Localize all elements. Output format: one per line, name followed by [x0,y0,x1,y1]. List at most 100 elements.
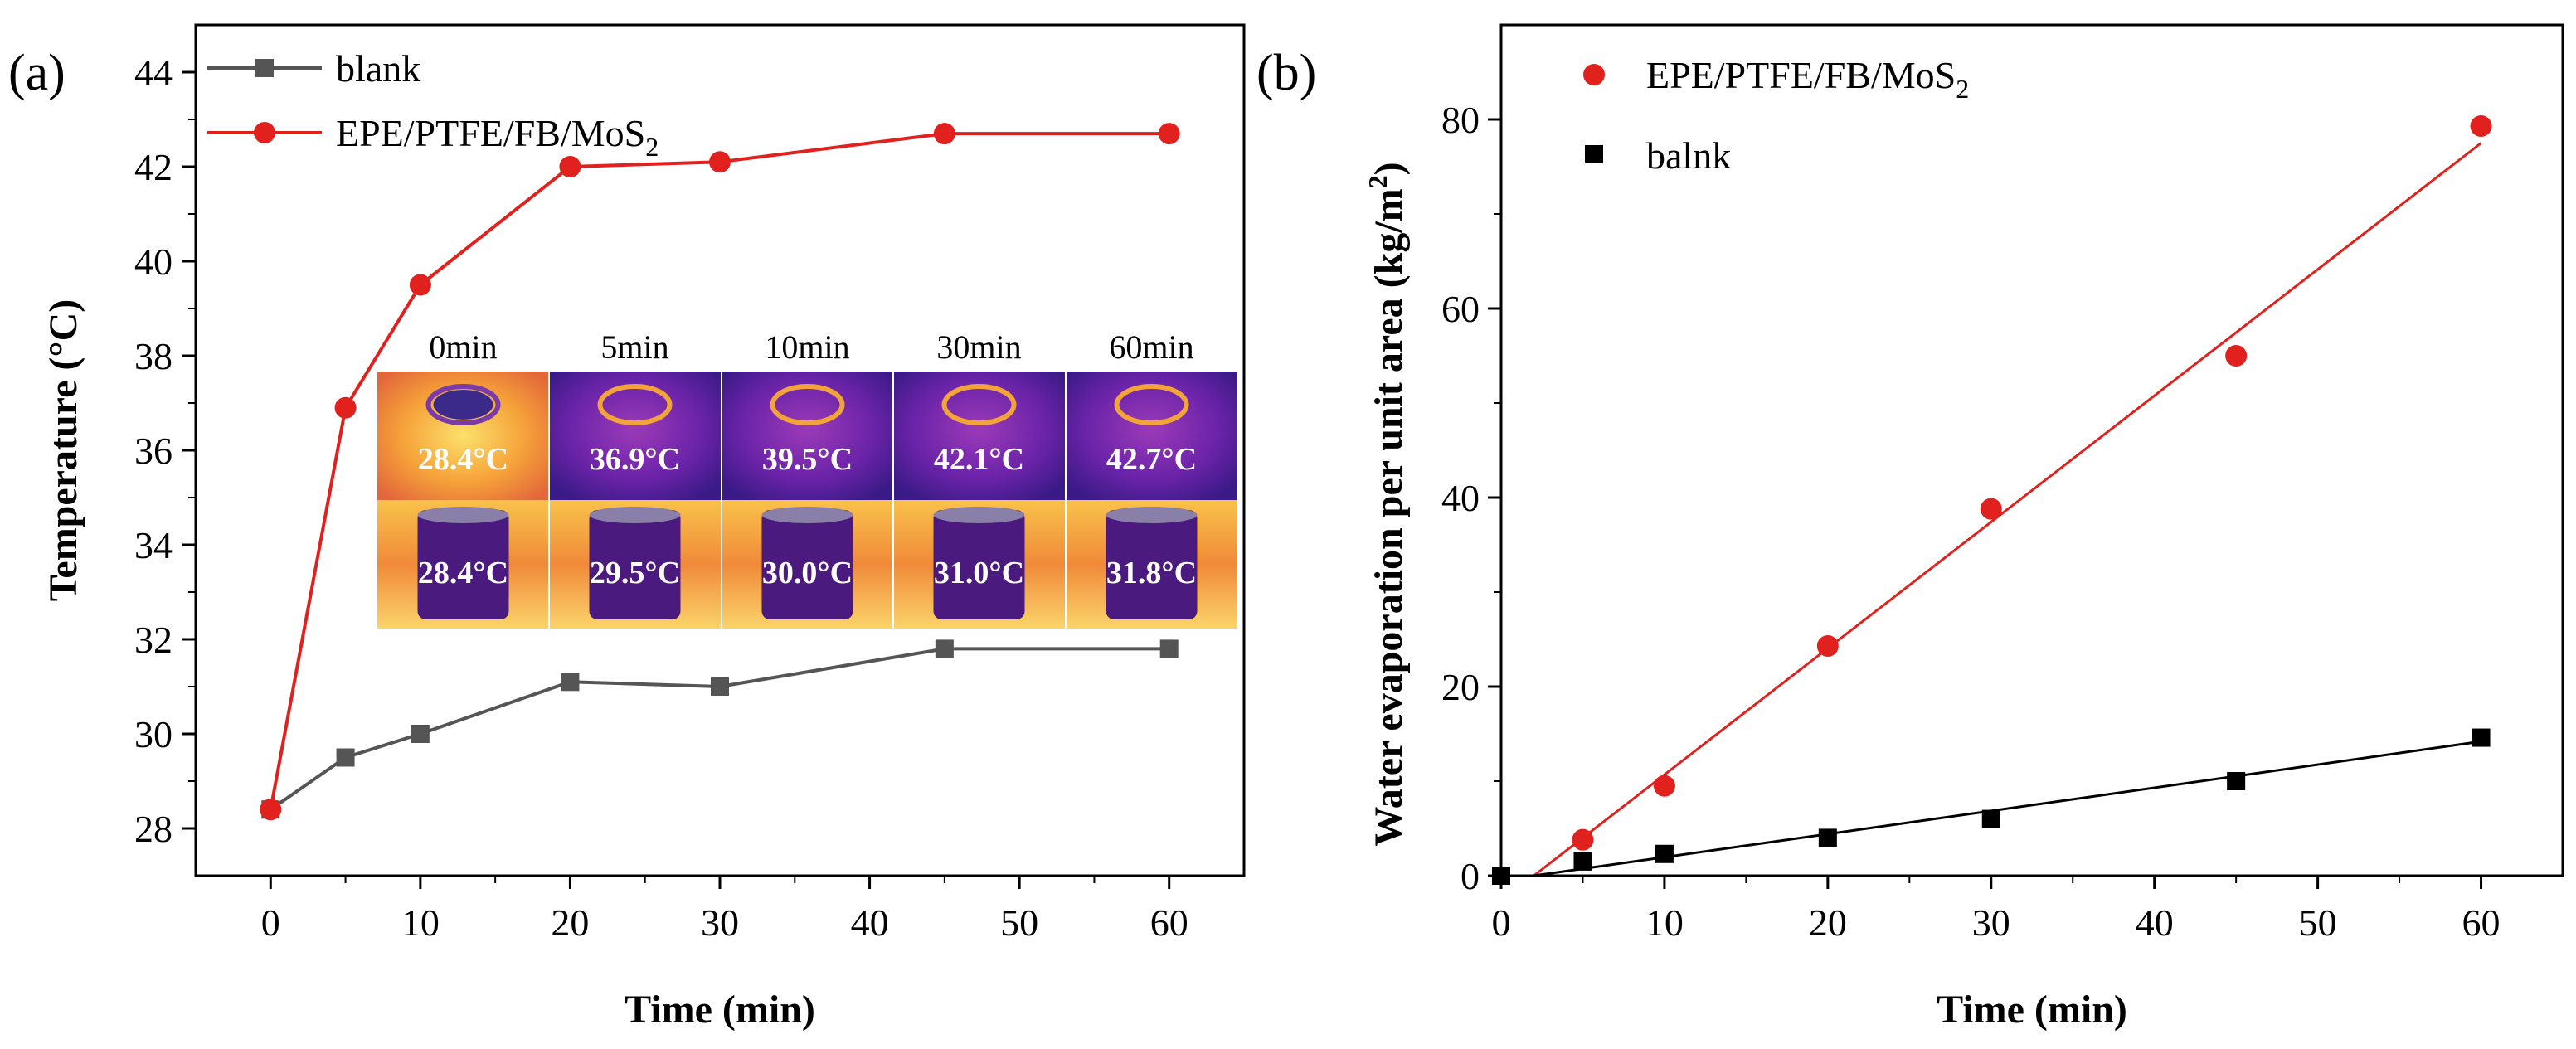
thermal-cup-rim [941,384,1017,425]
data-point-blank [561,673,580,692]
x-tick-label: 30 [701,901,739,944]
y-tick-label: 36 [134,430,173,472]
thermal-top-temp: 28.4°C [418,442,508,477]
data-point-blank [2472,728,2491,747]
data-point-mos2 [1158,123,1180,145]
data-point-mos2 [409,274,431,296]
data-point-mos2 [1980,498,2002,520]
panel-a-x-axis-title: Time (min) [625,988,815,1032]
legend-b-mos2-marker [1583,64,1605,85]
x-tick-label: 0 [261,901,280,944]
thermal-bottom-temp: 28.4°C [418,556,508,590]
data-point-blank [336,748,355,767]
panel-b-x-ticks: 0 10 20 30 40 50 60 [1492,876,2501,944]
x-tick-label: 10 [401,901,440,944]
inset-time-label: 10min [765,328,849,366]
data-point-blank [711,677,729,696]
inset-time-label: 60min [1109,328,1193,366]
x-tick-label: 60 [2462,901,2501,944]
x-tick-label: 20 [1809,901,1847,944]
thermal-top-image [722,372,893,500]
x-tick-label: 20 [551,901,589,944]
thermal-bottom-temp: 31.0°C [934,556,1024,590]
panel-a-letter: (a) [8,45,66,101]
y-tick-label: 34 [134,524,173,566]
thermal-cup-rim [597,384,673,425]
data-point-blank [1655,844,1674,863]
thermal-top-temp: 39.5°C [762,442,853,477]
thermal-cup-top [417,507,509,523]
thermal-cup-rim [425,384,501,425]
y-tick-label: 40 [1441,477,1480,519]
panel-b-fit-lines [1533,142,2482,877]
panel-a-legend: blank EPE/PTFE/FB/MoS2 [207,47,659,162]
panel-b-y-ticks: 0 20 40 60 80 [1441,99,1501,897]
panel-b-legend: EPE/PTFE/FB/MoS2 balnk [1583,54,1969,177]
panel-a-y-axis-title: Temperature (°C) [41,299,85,601]
data-point-blank [2227,772,2246,790]
panel-a-markers [260,123,1180,821]
thermal-bottom-temp: 30.0°C [762,556,853,590]
legend-b-blank-marker [1585,145,1603,163]
data-point-blank [935,639,954,658]
thermal-cup-fill [433,390,493,420]
thermal-cup-body [933,510,1025,619]
data-point-mos2 [1816,634,1839,657]
data-point-blank [411,725,430,743]
x-tick-label: 40 [851,901,889,944]
thermal-cup-rim [770,384,845,425]
data-point-mos2 [559,156,581,177]
panel-b: (b) 0 10 20 30 40 50 60 0 20 40 60 80 Time (min) W… [1256,23,2564,1032]
y-tick-label: 80 [1441,99,1480,141]
legend-b-blank-label: balnk [1646,134,1731,177]
legend-a-mos2-marker [254,122,275,143]
x-tick-label: 60 [1150,901,1188,944]
thermal-top-image [549,372,721,500]
y-tick-label: 60 [1441,288,1480,330]
x-tick-label: 50 [2299,901,2337,944]
thermal-image-inset: 0min 28.4°C 28.4°C 5min 36.9°C 29.5°C 10min 39.… [377,328,1237,629]
thermal-top-temp: 42.1°C [934,442,1024,477]
panel-b-x-axis-title: Time (min) [1937,988,2127,1032]
thermal-cup-body [417,510,509,619]
data-point-blank [1818,828,1837,847]
inset-time-label: 30min [936,328,1021,366]
x-tick-label: 10 [1645,901,1684,944]
thermal-cup-body [589,510,681,619]
fit-line-blank [1533,740,2481,877]
y-tick-label: 32 [134,619,173,661]
legend-a-blank-marker [255,59,274,77]
thermal-cup-top [589,507,681,523]
data-point-blank [1573,852,1592,871]
thermal-bottom-temp: 31.8°C [1106,556,1197,590]
panel-b-axes-frame [1499,23,2564,877]
inset-time-label: 5min [600,328,668,366]
data-point-mos2 [334,396,357,419]
data-point-blank [1159,639,1179,658]
data-point-mos2 [260,799,282,821]
legend-a-mos2-label: EPE/PTFE/FB/MoS2 [336,112,659,162]
x-tick-label: 50 [1000,901,1038,944]
inset-time-label: 0min [429,328,497,366]
y-tick-label: 44 [134,51,173,94]
y-tick-label: 30 [134,713,173,755]
thermal-cup-top [1106,507,1198,523]
x-tick-label: 0 [1492,901,1511,944]
thermal-top-temp: 42.7°C [1106,442,1197,477]
panel-a-y-ticks: 28 30 32 34 36 38 40 42 44 [134,51,196,850]
legend-b-mos2-label: EPE/PTFE/FB/MoS2 [1646,54,1969,104]
y-tick-label: 40 [134,240,173,283]
thermal-top-image [893,372,1065,500]
data-point-mos2 [933,123,955,145]
y-tick-label: 28 [134,808,173,850]
data-point-mos2 [1653,775,1675,797]
x-tick-label: 40 [2136,901,2174,944]
x-tick-label: 30 [1972,901,2010,944]
thermal-cup-body [761,510,853,619]
fit-line-mos2 [1533,142,2482,877]
panel-a-x-ticks: 0 10 20 30 40 50 60 [261,876,1188,944]
thermal-bottom-temp: 29.5°C [590,556,680,590]
thermal-top-image [1066,372,1237,500]
thermal-cup-body [1106,510,1198,619]
